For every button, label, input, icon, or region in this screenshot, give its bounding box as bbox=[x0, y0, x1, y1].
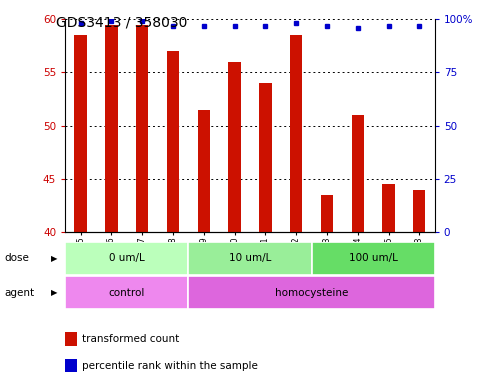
Text: transformed count: transformed count bbox=[82, 334, 179, 344]
Bar bbox=[259, 83, 271, 232]
Text: homocysteine: homocysteine bbox=[275, 288, 348, 298]
Bar bbox=[74, 35, 87, 232]
Text: ▶: ▶ bbox=[52, 288, 58, 297]
Text: 10 um/L: 10 um/L bbox=[229, 253, 271, 263]
Text: dose: dose bbox=[5, 253, 30, 263]
Bar bbox=[105, 25, 117, 232]
Text: percentile rank within the sample: percentile rank within the sample bbox=[82, 361, 258, 371]
Text: 0 um/L: 0 um/L bbox=[109, 253, 145, 263]
Bar bbox=[413, 190, 426, 232]
Bar bbox=[167, 51, 179, 232]
Text: GDS3413 / 358030: GDS3413 / 358030 bbox=[56, 15, 187, 29]
Bar bbox=[188, 242, 312, 275]
Bar bbox=[65, 242, 188, 275]
Bar bbox=[312, 242, 435, 275]
Text: 100 um/L: 100 um/L bbox=[349, 253, 398, 263]
Bar bbox=[188, 276, 435, 309]
Bar bbox=[198, 110, 210, 232]
Bar bbox=[383, 184, 395, 232]
Bar bbox=[321, 195, 333, 232]
Text: agent: agent bbox=[5, 288, 35, 298]
Bar bbox=[65, 276, 188, 309]
Text: control: control bbox=[109, 288, 145, 298]
Text: ▶: ▶ bbox=[52, 254, 58, 263]
Bar bbox=[290, 35, 302, 232]
Bar bbox=[352, 115, 364, 232]
Bar bbox=[136, 25, 148, 232]
Bar bbox=[228, 62, 241, 232]
